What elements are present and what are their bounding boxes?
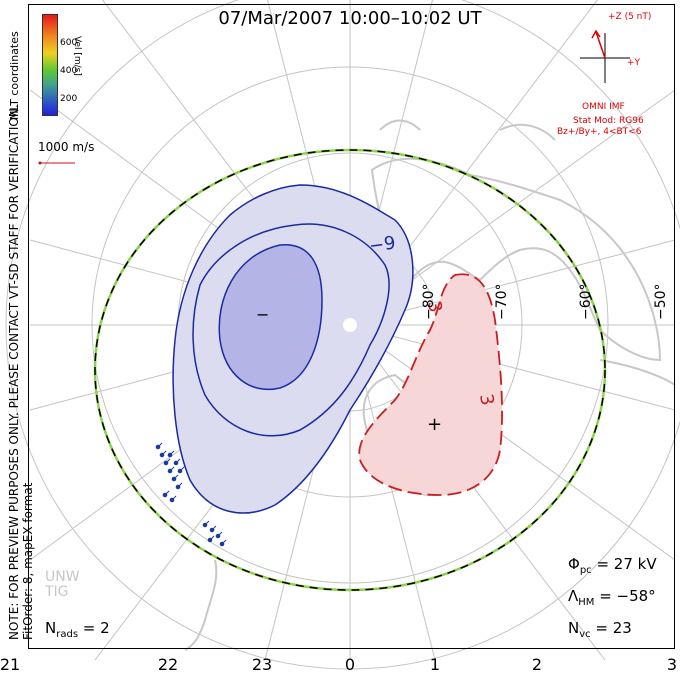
stat-lambda-hm: ΛHM = −58° bbox=[568, 587, 656, 608]
positive-cell bbox=[358, 273, 503, 496]
hmb-boundary-dash bbox=[94, 149, 606, 591]
mlt-tick-0: 0 bbox=[344, 655, 356, 674]
mlt-tick-3: 3 bbox=[666, 655, 678, 674]
velocity-vectors bbox=[155, 442, 227, 547]
positive-contour-label: 3 bbox=[475, 392, 498, 407]
imf-plus-z-label: +Z (5 nT) bbox=[608, 12, 652, 22]
positive-contour-label-top: 3 bbox=[423, 299, 446, 314]
min-potential-marker: − bbox=[256, 305, 269, 324]
mlt-tick-22: 22 bbox=[157, 655, 179, 674]
lat-label-50: −50° bbox=[653, 283, 669, 320]
plot-frame bbox=[28, 4, 675, 649]
colorbar-unit-label: Vel [m/s] bbox=[72, 36, 82, 76]
fit-order-note: FitOrder: 8, mapEX format bbox=[21, 482, 35, 640]
mlt-tick-2: 2 bbox=[531, 655, 543, 674]
velocity-scale-label: 1000 m/s bbox=[38, 140, 95, 154]
negative-cell-inner bbox=[218, 244, 323, 391]
velocity-scale-dot bbox=[38, 161, 42, 165]
velocity-colorbar bbox=[42, 14, 58, 116]
mlt-tick-21: 21 bbox=[0, 655, 21, 674]
stat-phi-pc: Φpc = 27 kV bbox=[568, 555, 657, 576]
imf-condition-label: Bz+/By+, 4<BT<6 bbox=[557, 127, 642, 137]
mlt-tick-1: 1 bbox=[429, 655, 441, 674]
imf-plus-y-label: +Y bbox=[627, 58, 641, 68]
map-title: 07/Mar/2007 10:00–10:02 UT bbox=[218, 8, 482, 29]
stat-nrads: Nrads = 2 bbox=[45, 619, 110, 640]
lat-label-70: −70° bbox=[494, 283, 510, 320]
colorbar-tick-200: 200 bbox=[60, 94, 78, 104]
colorbar-tick-600: 600 bbox=[60, 38, 78, 48]
max-potential-marker: + bbox=[427, 414, 442, 435]
watermark-logo: UNW TIG bbox=[45, 569, 80, 600]
preview-note: NOTE: FOR PREVIEW PURPOSES ONLY. PLEASE … bbox=[7, 104, 21, 640]
imf-dial bbox=[580, 29, 630, 83]
stat-nvc: Nvc = 23 bbox=[568, 619, 632, 640]
lat-label-80: −80° bbox=[421, 283, 437, 320]
lat-label-60: −60° bbox=[578, 283, 594, 320]
mlt-tick-23: 23 bbox=[251, 655, 273, 674]
imf-stat-mod-label: Stat Mod: RG96 bbox=[573, 116, 644, 126]
imf-source-label: OMNI IMF bbox=[582, 102, 625, 112]
colorbar-tick-400: 400 bbox=[60, 66, 78, 76]
pole-marker bbox=[343, 318, 357, 332]
negative-contour-label: −9 bbox=[368, 232, 397, 256]
